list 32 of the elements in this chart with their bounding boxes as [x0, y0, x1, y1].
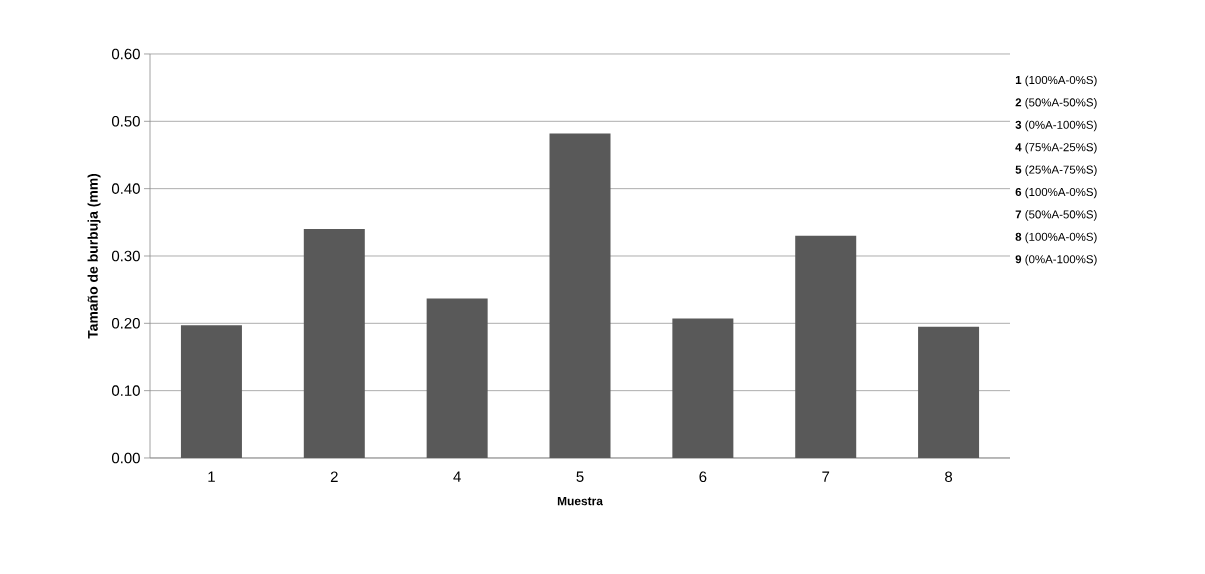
text: 6 (100%A-0%S)	[1015, 187, 1097, 199]
bar	[180, 325, 242, 458]
x-tick-label: 4	[453, 471, 461, 482]
bar	[426, 298, 488, 458]
x-tick-label: 7	[822, 471, 830, 482]
text: 2 (50%A-50%S)	[1015, 98, 1097, 109]
y-tick-label: 0.00	[111, 452, 140, 464]
bar	[303, 229, 365, 458]
y-tick-label: 0.50	[111, 116, 140, 127]
y-tick-label: 0.60	[111, 48, 140, 60]
text: 5 (25%A-75%S)	[1015, 165, 1097, 176]
x-tick-label: 6	[699, 471, 707, 483]
text: 7 (50%A-50%S)	[1015, 210, 1097, 221]
x-tick-label: 2	[330, 471, 338, 482]
bar	[918, 326, 980, 458]
text: 1 (100%A-0%S)	[1015, 75, 1097, 87]
x-tick-label: 8	[945, 471, 953, 483]
y-tick-label: 0.40	[111, 183, 140, 194]
x-axis-title: Muestra	[557, 496, 603, 506]
text: 4 (75%A-25%S)	[1015, 142, 1097, 154]
text: 3 (0%A-100%S)	[1015, 120, 1097, 132]
x-tick-label: 1	[208, 471, 215, 482]
text: 8 (100%A-0%S)	[1015, 232, 1097, 244]
bar	[795, 235, 857, 458]
y-tick-label: 0.20	[111, 318, 140, 329]
text: 9 (0%A-100%S)	[1015, 254, 1097, 266]
y-tick-label: 0.30	[111, 250, 140, 262]
bar	[549, 133, 611, 458]
bar	[672, 318, 734, 458]
y-tick-label: 0.10	[111, 385, 140, 396]
x-tick-label: 5	[576, 471, 584, 482]
y-axis-title: Tamaño de burbuja (mm)	[87, 173, 101, 339]
